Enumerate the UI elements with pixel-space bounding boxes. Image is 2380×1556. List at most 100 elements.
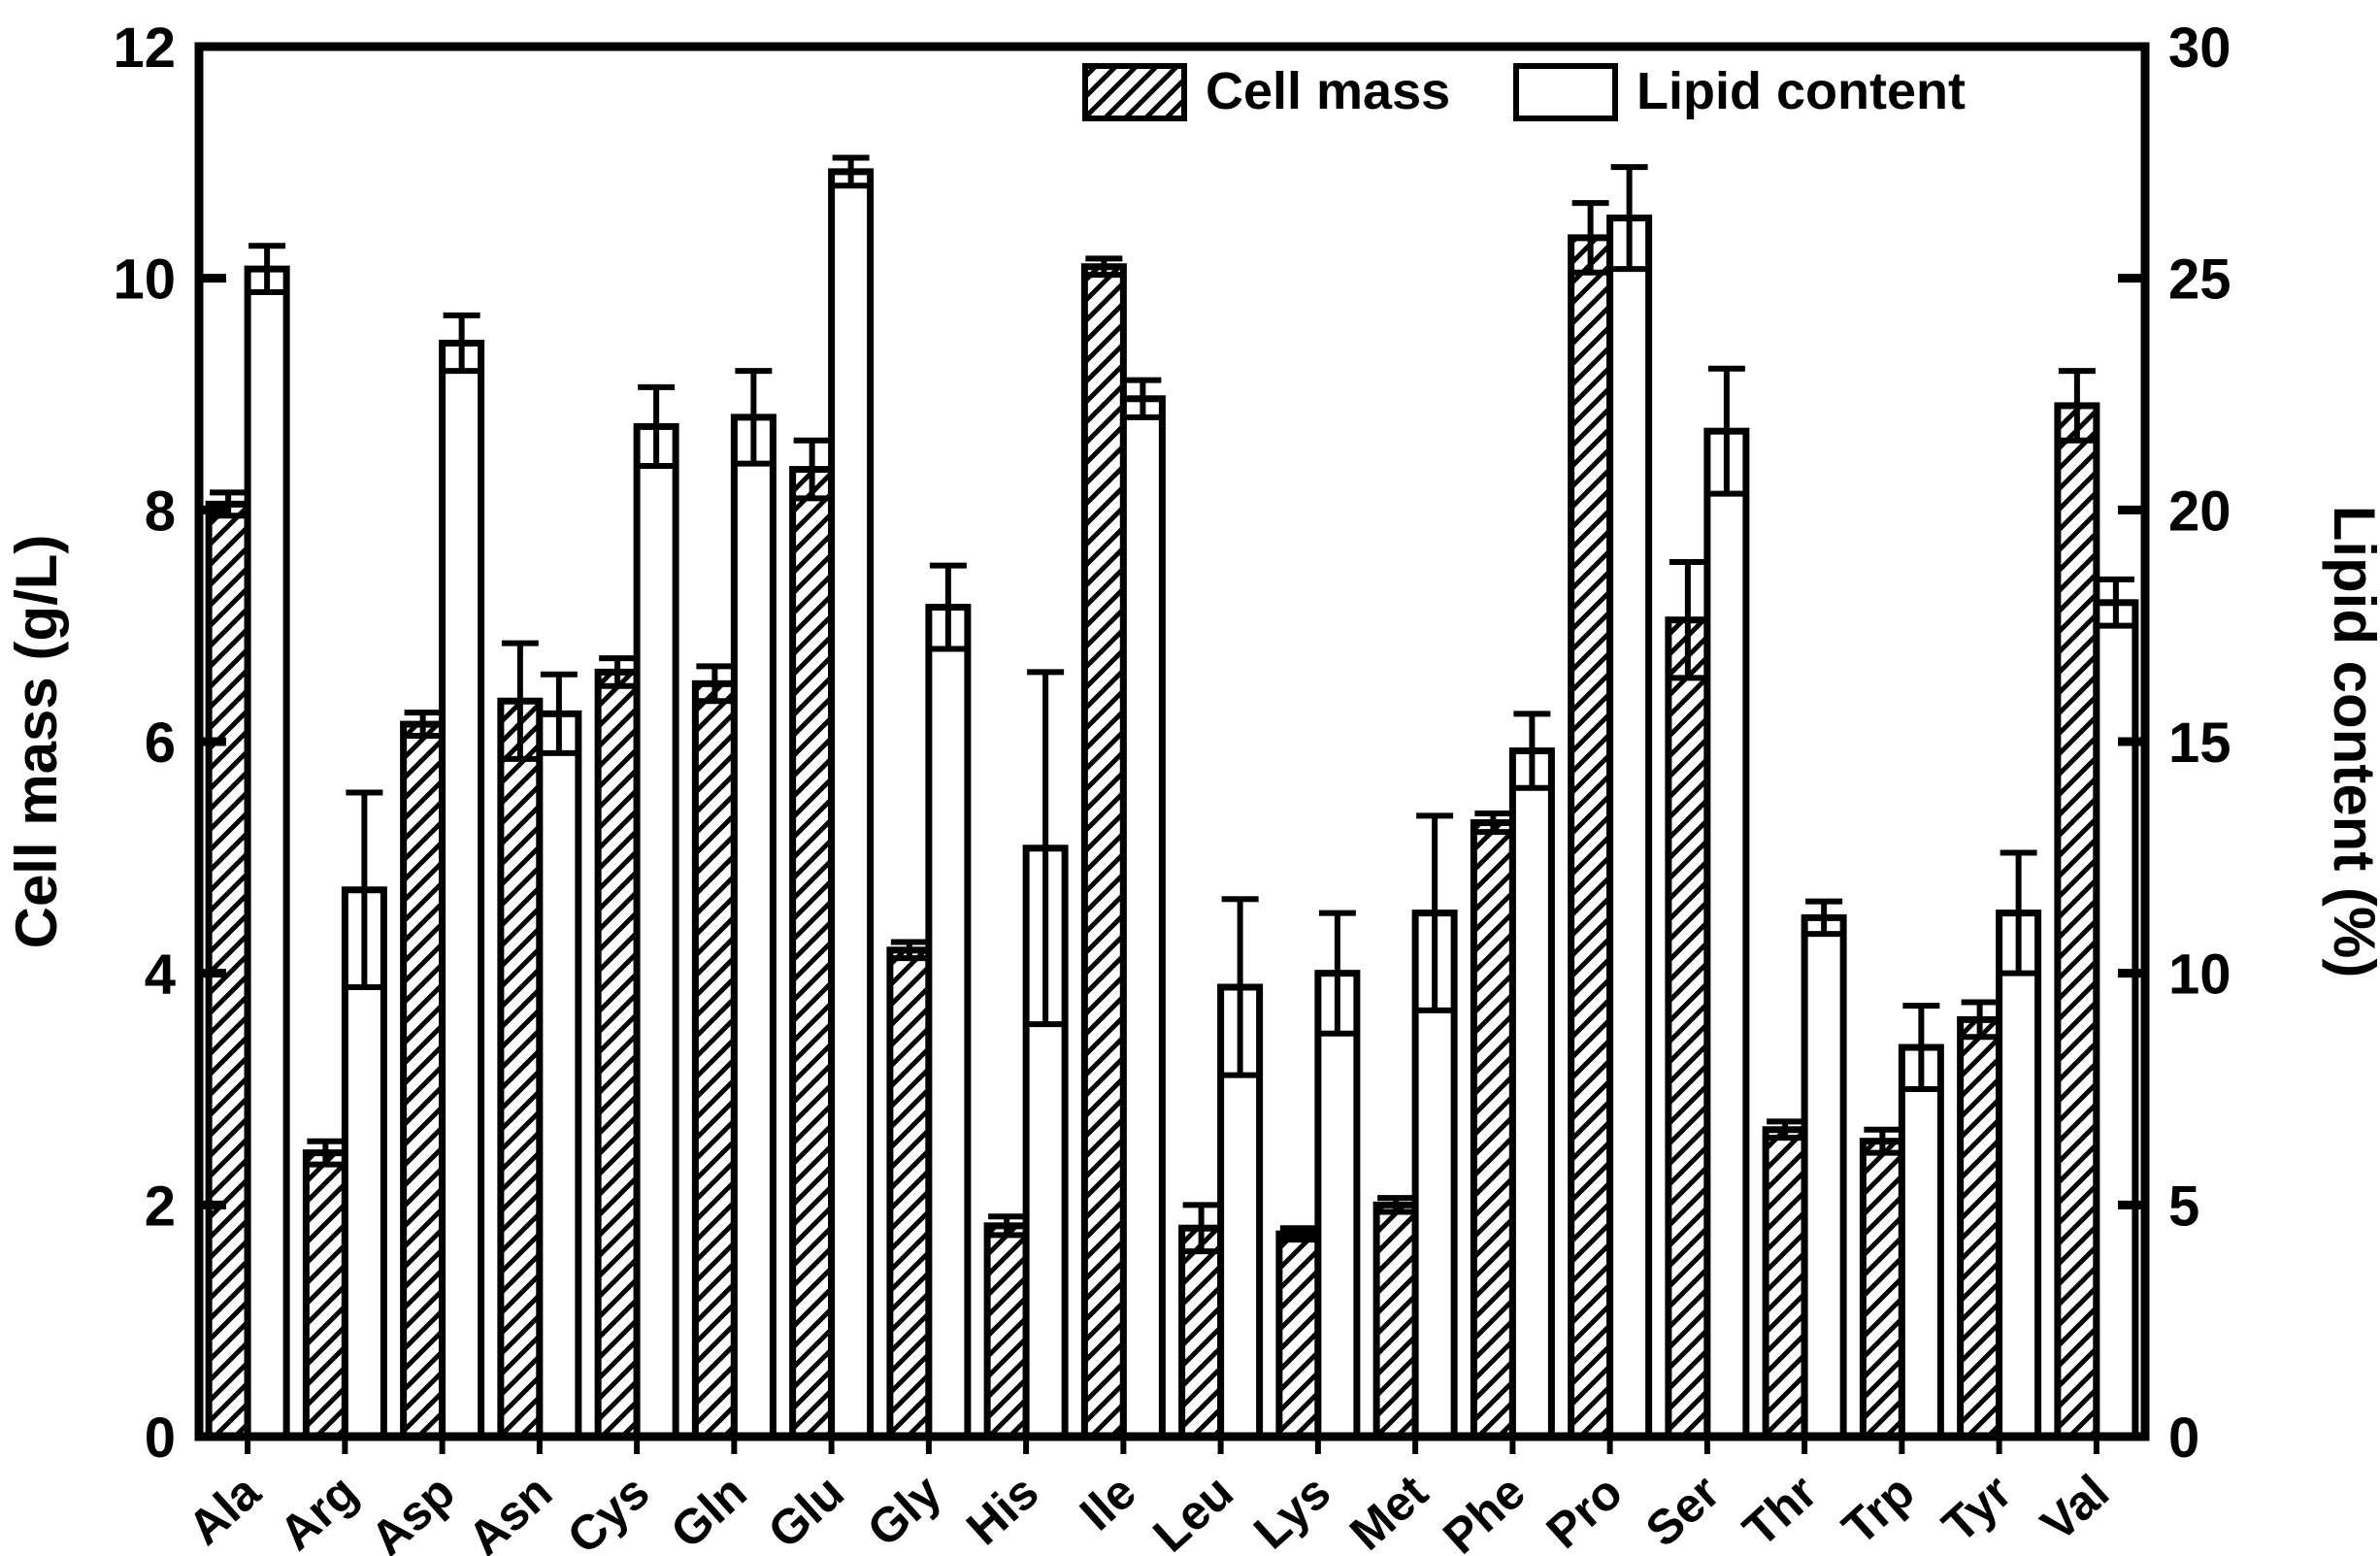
bar-lipid-content-trp — [1898, 1043, 1944, 1440]
category-label-asn: Asn — [458, 1465, 563, 1556]
error-bar-lipid-content-met — [1416, 812, 1454, 1013]
error-bar-lipid-content-gln — [735, 368, 773, 467]
bar-cell-mass-tyr — [1957, 1015, 2003, 1440]
error-bar-cell-mass-his — [988, 1213, 1026, 1239]
category-label-arg: Arg — [269, 1465, 367, 1556]
bar-cell-mass-ser — [1665, 616, 1711, 1440]
category-label-tyr: Tyr — [1932, 1465, 2022, 1553]
category-label-cys: Cys — [557, 1465, 660, 1556]
left-axis-tick-label-4: 4 — [145, 944, 176, 1007]
bar-cell-mass-met — [1372, 1201, 1419, 1440]
bar-cell-mass-thr — [1762, 1126, 1808, 1440]
bar-cell-mass-arg — [302, 1149, 348, 1440]
category-label-gln: Gln — [660, 1465, 756, 1556]
error-bar-cell-mass-cys — [599, 655, 637, 689]
legend-swatch-lipid-content — [1513, 63, 1618, 121]
bar-lipid-content-ser — [1703, 427, 1750, 1440]
error-bar-cell-mass-tyr — [1961, 999, 1999, 1041]
right-axis-tick-label-10: 10 — [2168, 944, 2231, 1007]
left-axis-tick-label-12: 12 — [113, 17, 176, 80]
bar-cell-mass-asp — [400, 720, 446, 1440]
bar-cell-mass-gly — [886, 946, 933, 1440]
right-axis-tick-label-25: 25 — [2168, 248, 2231, 312]
error-bar-lipid-content-asn — [540, 671, 578, 756]
error-bars-layer — [210, 154, 2134, 1255]
right-axis-tick-label-5: 5 — [2168, 1175, 2199, 1238]
left-axis-tick-label-8: 8 — [145, 480, 176, 543]
bar-lipid-content-ile — [1119, 395, 1166, 1440]
error-bar-lipid-content-lys — [1318, 910, 1356, 1037]
bar-cell-mass-pro — [1568, 234, 1614, 1440]
bar-lipid-content-asp — [439, 339, 485, 1440]
right-axis-tick-label-15: 15 — [2168, 712, 2231, 775]
bar-lipid-content-gln — [730, 414, 777, 1440]
error-bar-cell-mass-asn — [501, 640, 539, 762]
bar-lipid-content-cys — [633, 422, 679, 1440]
bar-cell-mass-phe — [1470, 819, 1516, 1440]
bar-lipid-content-lys — [1314, 970, 1361, 1440]
bar-cell-mass-cys — [594, 668, 641, 1440]
category-label-met: Met — [1339, 1464, 1438, 1556]
category-label-lys: Lys — [1243, 1465, 1340, 1556]
left-axis-tick-label-0: 0 — [145, 1407, 176, 1470]
error-bar-lipid-content-trp — [1902, 1003, 1940, 1092]
bar-lipid-content-pro — [1606, 215, 1653, 1440]
error-bar-cell-mass-asp — [404, 710, 442, 740]
right-axis-tick-label-0: 0 — [2168, 1407, 2199, 1470]
bar-cell-mass-gln — [691, 679, 738, 1440]
error-bar-cell-mass-arg — [307, 1138, 345, 1168]
error-bar-cell-mass-leu — [1182, 1202, 1220, 1255]
error-bar-lipid-content-thr — [1805, 898, 1843, 938]
error-bar-cell-mass-lys — [1279, 1225, 1317, 1243]
bar-lipid-content-phe — [1508, 747, 1555, 1440]
error-bar-lipid-content-ala — [248, 243, 286, 295]
error-bar-cell-mass-gln — [696, 663, 734, 705]
category-label-trp: Trp — [1832, 1465, 1924, 1556]
bar-lipid-content-glu — [828, 168, 875, 1440]
category-label-phe: Phe — [1433, 1465, 1536, 1556]
left-axis-tick-label-10: 10 — [113, 248, 176, 312]
category-label-gly: Gly — [857, 1464, 952, 1556]
axes-frame-layer — [194, 42, 2150, 1441]
category-label-ile: Ile — [1070, 1465, 1146, 1541]
error-bar-cell-mass-phe — [1474, 810, 1512, 836]
bar-lipid-content-asn — [536, 710, 582, 1440]
category-label-val: Val — [2031, 1465, 2119, 1552]
error-bar-lipid-content-ser — [1707, 365, 1745, 497]
bar-lipid-content-leu — [1217, 983, 1264, 1440]
legend-label-lipid-content: Lipid content — [1636, 62, 1966, 120]
tick-labels-layer: 0 2 4 6 8 10 12 0 5 10 15 20 25 30 — [113, 17, 2231, 1470]
error-bar-cell-mass-glu — [793, 437, 831, 502]
bar-cell-mass-leu — [1178, 1224, 1225, 1440]
category-label-pro: Pro — [1537, 1465, 1633, 1556]
bar-lipid-content-gly — [925, 604, 972, 1440]
error-bar-cell-mass-val — [2058, 368, 2096, 444]
error-bar-lipid-content-pro — [1610, 164, 1648, 273]
right-axis-title: Lipid content (%) — [2322, 506, 2380, 978]
error-bar-lipid-content-his — [1027, 669, 1065, 1028]
error-bar-lipid-content-gly — [929, 562, 967, 652]
error-bar-cell-mass-trp — [1864, 1126, 1901, 1156]
bar-cell-mass-trp — [1859, 1138, 1905, 1440]
bar-lipid-content-thr — [1801, 913, 1847, 1440]
error-bar-lipid-content-tyr — [2000, 849, 2037, 977]
error-bar-cell-mass-thr — [1767, 1118, 1804, 1142]
bar-lipid-content-tyr — [1996, 910, 2042, 1440]
tick-marks-layer — [199, 274, 2145, 1454]
bar-cell-mass-lys — [1275, 1230, 1322, 1440]
error-bar-cell-mass-gly — [890, 939, 928, 962]
bar-cell-mass-glu — [789, 466, 836, 1440]
bars-layer — [205, 168, 2139, 1440]
legend-swatch-cell-mass — [1082, 63, 1187, 121]
error-bar-cell-mass-pro — [1571, 200, 1609, 276]
category-label-leu: Leu — [1142, 1465, 1243, 1556]
error-bar-lipid-content-glu — [832, 154, 870, 189]
category-label-glu: Glu — [758, 1465, 854, 1556]
error-bar-cell-mass-ile — [1085, 255, 1123, 279]
error-bar-cell-mass-met — [1377, 1195, 1415, 1215]
left-axis-tick-label-2: 2 — [145, 1175, 176, 1238]
bar-cell-mass-ile — [1080, 263, 1127, 1440]
